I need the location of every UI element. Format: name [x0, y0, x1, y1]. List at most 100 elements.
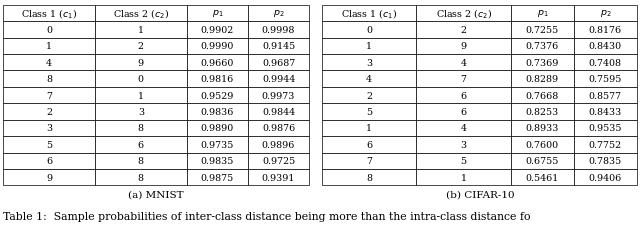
Text: 4: 4	[461, 124, 467, 133]
Bar	[248, 38, 309, 55]
Text: 7: 7	[366, 157, 372, 166]
Bar	[322, 55, 417, 71]
Bar	[322, 120, 417, 137]
Text: 0.9735: 0.9735	[201, 140, 234, 149]
Text: 0.9529: 0.9529	[201, 91, 234, 100]
Text: 8: 8	[366, 173, 372, 182]
Bar	[417, 88, 511, 104]
Text: 9: 9	[461, 42, 467, 51]
Bar	[95, 153, 187, 169]
Bar	[248, 88, 309, 104]
Bar	[95, 6, 187, 22]
Text: 0.9535: 0.9535	[589, 124, 622, 133]
Bar	[322, 71, 417, 88]
Text: 1: 1	[366, 124, 372, 133]
Text: 0.9391: 0.9391	[262, 173, 295, 182]
Text: 0.9890: 0.9890	[201, 124, 234, 133]
Text: 0.8289: 0.8289	[526, 75, 559, 84]
Text: 0: 0	[46, 26, 52, 35]
Bar	[511, 22, 574, 38]
Bar	[322, 38, 417, 55]
Bar	[248, 71, 309, 88]
Bar	[417, 137, 511, 153]
Bar	[248, 137, 309, 153]
Bar	[511, 71, 574, 88]
Bar	[187, 71, 248, 88]
Text: 2: 2	[138, 42, 144, 51]
Bar	[187, 6, 248, 22]
Bar	[95, 137, 187, 153]
Bar	[511, 153, 574, 169]
Bar	[95, 104, 187, 120]
Bar	[3, 71, 95, 88]
Text: 0.8933: 0.8933	[525, 124, 559, 133]
Bar	[574, 104, 637, 120]
Text: 0.7668: 0.7668	[525, 91, 559, 100]
Bar	[322, 104, 417, 120]
Text: 6: 6	[138, 140, 144, 149]
Text: 0.9836: 0.9836	[201, 108, 234, 117]
Bar	[417, 169, 511, 186]
Text: 8: 8	[138, 157, 144, 166]
Text: 9: 9	[46, 173, 52, 182]
Bar	[187, 153, 248, 169]
Bar	[3, 55, 95, 71]
Text: 1: 1	[366, 42, 372, 51]
Bar	[322, 153, 417, 169]
Text: 5: 5	[461, 157, 467, 166]
Bar	[574, 38, 637, 55]
Text: $p_2$: $p_2$	[273, 8, 284, 19]
Text: 0.9816: 0.9816	[201, 75, 234, 84]
Text: 9: 9	[138, 58, 144, 67]
Text: 6: 6	[461, 91, 467, 100]
Text: 0.8433: 0.8433	[589, 108, 622, 117]
Text: 1: 1	[138, 91, 144, 100]
Bar	[322, 169, 417, 186]
Text: 0.9875: 0.9875	[201, 173, 234, 182]
Text: 0.7255: 0.7255	[525, 26, 559, 35]
Bar	[248, 6, 309, 22]
Text: 0.9145: 0.9145	[262, 42, 295, 51]
Bar	[187, 38, 248, 55]
Text: 0.9844: 0.9844	[262, 108, 295, 117]
Bar	[3, 153, 95, 169]
Text: 0.5461: 0.5461	[525, 173, 559, 182]
Bar	[417, 22, 511, 38]
Bar	[511, 104, 574, 120]
Text: 8: 8	[138, 124, 144, 133]
Bar	[248, 55, 309, 71]
Bar	[3, 120, 95, 137]
Text: 0: 0	[366, 26, 372, 35]
Text: 0.9687: 0.9687	[262, 58, 295, 67]
Text: (a) MNIST: (a) MNIST	[129, 190, 184, 199]
Text: Class 1 ($c_1$): Class 1 ($c_1$)	[21, 7, 77, 20]
Bar	[3, 88, 95, 104]
Text: 2: 2	[366, 91, 372, 100]
Bar	[511, 169, 574, 186]
Text: 0.8430: 0.8430	[589, 42, 622, 51]
Bar	[248, 120, 309, 137]
Text: 6: 6	[366, 140, 372, 149]
Text: $p_1$: $p_1$	[212, 8, 223, 19]
Text: 0.9973: 0.9973	[262, 91, 295, 100]
Bar	[322, 88, 417, 104]
Text: 5: 5	[46, 140, 52, 149]
Text: Class 2 ($c_2$): Class 2 ($c_2$)	[113, 7, 169, 20]
Text: 3: 3	[461, 140, 467, 149]
Bar	[248, 22, 309, 38]
Bar	[187, 88, 248, 104]
Bar	[417, 38, 511, 55]
Bar	[248, 104, 309, 120]
Bar	[95, 38, 187, 55]
Text: 0.8253: 0.8253	[525, 108, 559, 117]
Bar	[322, 137, 417, 153]
Bar	[574, 71, 637, 88]
Bar	[417, 71, 511, 88]
Text: 0.7376: 0.7376	[525, 42, 559, 51]
Bar	[3, 169, 95, 186]
Text: 3: 3	[366, 58, 372, 67]
Text: 8: 8	[138, 173, 144, 182]
Text: 0.9896: 0.9896	[262, 140, 295, 149]
Bar	[417, 6, 511, 22]
Text: 0.9876: 0.9876	[262, 124, 295, 133]
